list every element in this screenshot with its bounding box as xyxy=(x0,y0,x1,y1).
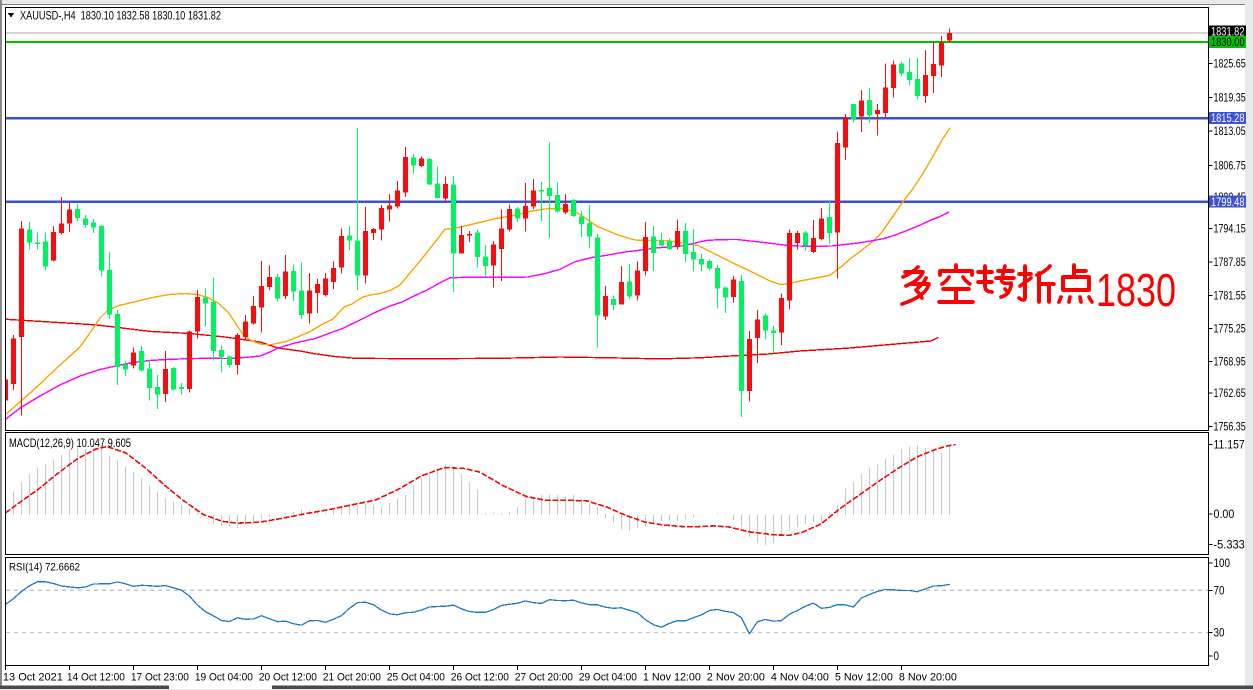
svg-text:27 Oct 20:00: 27 Oct 20:00 xyxy=(515,672,573,684)
svg-text:1825.65: 1825.65 xyxy=(1214,59,1246,71)
svg-text:100: 100 xyxy=(1214,558,1231,570)
svg-text:1781.55: 1781.55 xyxy=(1214,290,1246,302)
svg-text:70: 70 xyxy=(1214,585,1225,597)
svg-text:19 Oct 04:00: 19 Oct 04:00 xyxy=(195,672,253,684)
svg-text:5 Nov 12:00: 5 Nov 12:00 xyxy=(835,672,893,684)
svg-text:2 Nov 20:00: 2 Nov 20:00 xyxy=(707,672,765,684)
svg-text:1799.48: 1799.48 xyxy=(1211,197,1245,209)
svg-text:26 Oct 12:00: 26 Oct 12:00 xyxy=(451,672,509,684)
svg-text:25 Oct 04:00: 25 Oct 04:00 xyxy=(387,672,445,684)
svg-text:XAUUSD-,H4 1830.10 1832.58 18: XAUUSD-,H4 1830.10 1832.58 1830.10 1831.… xyxy=(20,11,221,23)
svg-text:1830.00: 1830.00 xyxy=(1211,37,1245,49)
svg-text:29 Oct 04:00: 29 Oct 04:00 xyxy=(579,672,637,684)
svg-text:14 Oct 12:00: 14 Oct 12:00 xyxy=(67,672,125,684)
svg-text:-5.333: -5.333 xyxy=(1214,539,1245,551)
svg-text:1831.82: 1831.82 xyxy=(1211,26,1245,38)
svg-text:21 Oct 20:00: 21 Oct 20:00 xyxy=(323,672,381,684)
svg-text:1806.75: 1806.75 xyxy=(1214,161,1246,173)
svg-text:1762.65: 1762.65 xyxy=(1214,388,1246,400)
svg-text:13 Oct 2021: 13 Oct 2021 xyxy=(3,672,63,684)
svg-text:1 Nov 12:00: 1 Nov 12:00 xyxy=(643,672,701,684)
svg-text:1815.28: 1815.28 xyxy=(1211,113,1245,125)
svg-text:MACD(12,26,9) 10.047 9.605: MACD(12,26,9) 10.047 9.605 xyxy=(9,437,131,450)
svg-text:1768.95: 1768.95 xyxy=(1214,356,1246,368)
svg-text:RSI(14) 72.6662: RSI(14) 72.6662 xyxy=(9,562,80,574)
svg-text:17 Oct 23:00: 17 Oct 23:00 xyxy=(131,672,189,684)
svg-text:4 Nov 04:00: 4 Nov 04:00 xyxy=(771,672,829,684)
svg-text:0.00: 0.00 xyxy=(1214,509,1235,521)
svg-text:30: 30 xyxy=(1214,627,1225,639)
svg-text:1819.35: 1819.35 xyxy=(1214,93,1246,105)
svg-text:1787.85: 1787.85 xyxy=(1214,257,1246,269)
svg-text:1756.35: 1756.35 xyxy=(1214,421,1246,433)
svg-text:1813.05: 1813.05 xyxy=(1214,126,1246,138)
svg-text:0: 0 xyxy=(1214,651,1220,663)
svg-text:1830: 1830 xyxy=(1096,264,1176,316)
svg-text:1794.15: 1794.15 xyxy=(1214,224,1246,236)
svg-text:8 Nov 20:00: 8 Nov 20:00 xyxy=(899,672,957,684)
svg-text:1775.25: 1775.25 xyxy=(1214,324,1246,336)
svg-text:11.157: 11.157 xyxy=(1214,440,1245,452)
svg-text:20 Oct 12:00: 20 Oct 12:00 xyxy=(259,672,317,684)
